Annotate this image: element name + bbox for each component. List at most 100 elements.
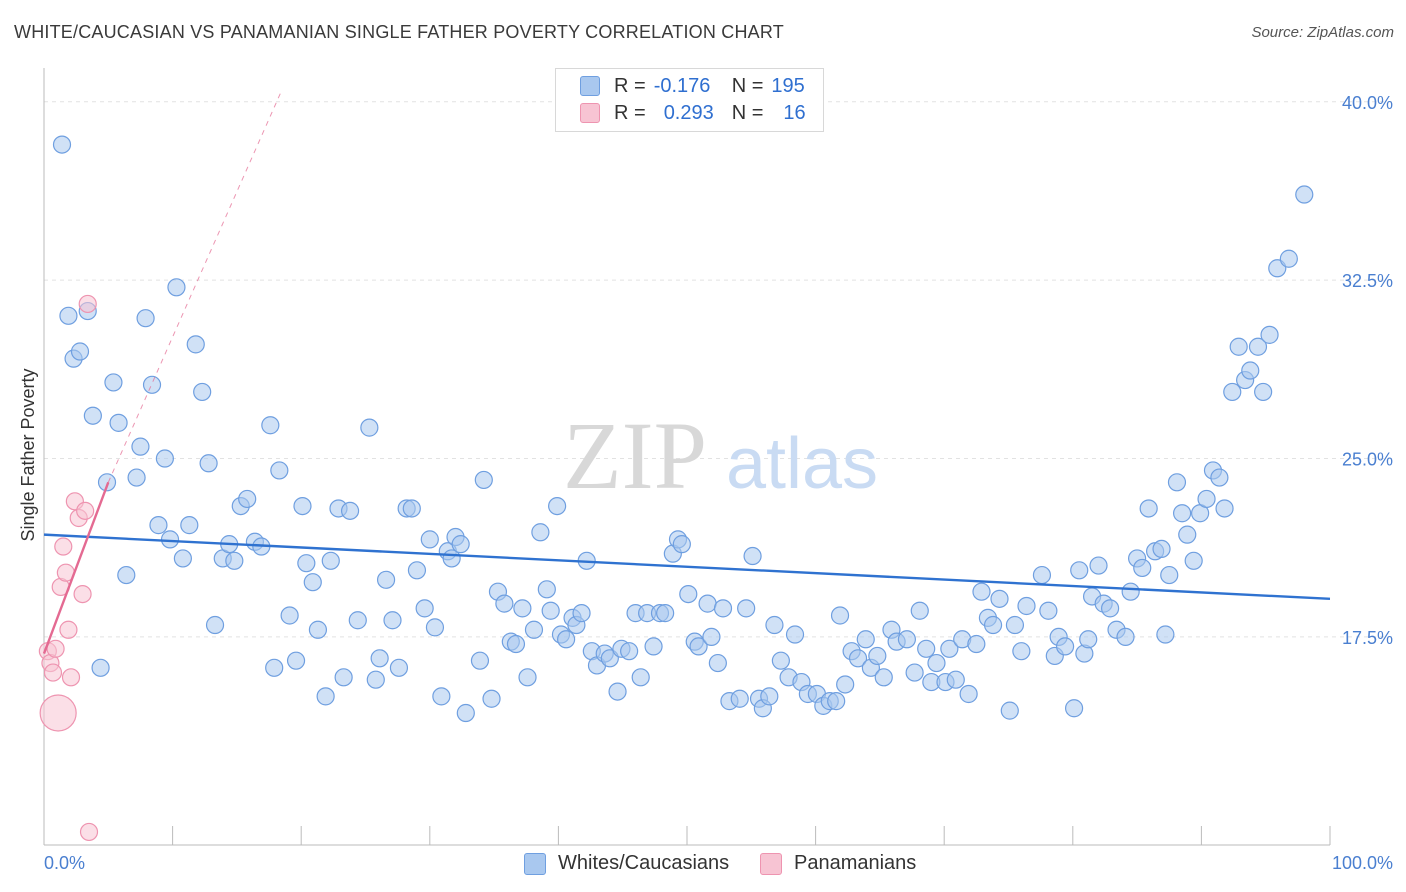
- y-tick-label: 25.0%: [1342, 450, 1393, 470]
- point-whites: [644, 637, 663, 656]
- point-whites: [548, 496, 567, 516]
- point-whites: [917, 639, 936, 658]
- point-whites: [270, 461, 289, 480]
- legend-n-value: 195: [771, 74, 805, 97]
- point-whites: [905, 663, 924, 682]
- point-whites: [366, 670, 385, 689]
- point-whites: [1064, 699, 1084, 718]
- point-whites: [771, 651, 790, 670]
- legend-r-label: R =: [614, 101, 646, 124]
- y-tick-label: 17.5%: [1342, 628, 1393, 648]
- trend-line-panamanians: [42, 481, 110, 654]
- point-whites: [238, 489, 257, 509]
- point-whites: [946, 670, 965, 689]
- chart-source: Source: ZipAtlas.com: [1251, 24, 1394, 41]
- point-whites: [127, 468, 146, 487]
- point-whites: [186, 335, 205, 354]
- point-whites: [383, 611, 402, 630]
- point-whites: [180, 516, 199, 535]
- point-whites: [856, 630, 875, 649]
- point-whites: [868, 646, 887, 666]
- point-whites: [407, 561, 427, 580]
- point-whites: [334, 668, 353, 687]
- point-whites: [702, 627, 721, 646]
- point-whites: [104, 373, 123, 392]
- point-whites: [531, 523, 550, 542]
- point-whites: [940, 639, 959, 658]
- point-whites: [1178, 525, 1197, 544]
- point-whites: [142, 375, 162, 394]
- point-whites: [760, 687, 779, 706]
- point-whites: [830, 606, 850, 625]
- point-whites: [389, 658, 409, 677]
- point-whites: [167, 278, 186, 297]
- point-whites: [131, 437, 150, 456]
- point-whites: [1241, 361, 1260, 380]
- point-whites: [225, 551, 244, 570]
- point-whites: [874, 668, 893, 687]
- point-whites: [1295, 185, 1314, 204]
- point-whites: [1070, 561, 1089, 580]
- point-whites: [967, 634, 986, 654]
- x-tick-max: 100.0%: [1332, 853, 1393, 873]
- point-whites: [173, 549, 192, 568]
- point-whites: [737, 599, 756, 618]
- point-whites: [83, 406, 102, 425]
- point-whites: [1210, 468, 1229, 487]
- point-whites: [1039, 601, 1058, 620]
- point-whites: [557, 630, 576, 649]
- point-whites: [765, 615, 784, 635]
- point-whites: [743, 546, 762, 566]
- point-whites: [910, 601, 929, 620]
- point-whites: [451, 535, 470, 554]
- point-whites: [897, 630, 917, 649]
- trend-lines: [42, 89, 1331, 654]
- point-whites: [1017, 596, 1036, 616]
- point-whites: [97, 473, 117, 492]
- point-whites: [1260, 325, 1279, 344]
- point-panamanians: [79, 822, 99, 842]
- point-whites: [631, 668, 650, 687]
- legend-row-panamanians: R = 0.293 N = 16: [580, 100, 806, 126]
- point-whites: [155, 449, 174, 468]
- point-whites: [470, 651, 490, 670]
- point-whites: [620, 642, 639, 661]
- legend-r-value: -0.176: [653, 74, 711, 97]
- bottom-legend-swatch-pink: [760, 852, 782, 875]
- watermark: ZIP atlas: [563, 402, 878, 509]
- point-panamanians: [54, 537, 73, 556]
- point-whites: [972, 582, 991, 601]
- point-whites: [136, 309, 155, 328]
- legend-r-value: 0.293: [663, 101, 714, 124]
- point-whites: [286, 651, 306, 670]
- point-whites: [698, 594, 717, 613]
- point-whites: [990, 589, 1009, 608]
- point-whites: [537, 580, 556, 599]
- trend-line-panamanians-extension: [107, 89, 283, 483]
- point-whites: [420, 530, 439, 549]
- point-whites: [1254, 382, 1273, 402]
- point-whites: [1173, 504, 1192, 523]
- point-whites: [117, 565, 136, 585]
- point-whites: [59, 306, 78, 325]
- point-whites: [679, 584, 698, 604]
- point-whites: [1279, 249, 1298, 268]
- point-whites: [524, 620, 544, 639]
- point-whites: [205, 615, 225, 635]
- point-whites: [261, 416, 280, 435]
- point-whites: [308, 620, 328, 639]
- legend-swatch-blue: [580, 76, 600, 96]
- point-whites: [1100, 599, 1120, 618]
- point-whites: [1089, 556, 1108, 575]
- point-whites: [518, 668, 537, 687]
- point-whites: [360, 418, 379, 437]
- bottom-legend-swatch-blue: [524, 852, 546, 875]
- point-whites: [927, 653, 946, 673]
- point-whites: [1197, 489, 1216, 509]
- point-whites: [785, 625, 805, 644]
- point-whites: [402, 499, 421, 518]
- point-whites: [482, 689, 501, 708]
- point-panamanians: [73, 584, 92, 604]
- bottom-legend-label: Whites/Caucasians: [558, 852, 730, 874]
- legend-r-label: R =: [614, 74, 646, 97]
